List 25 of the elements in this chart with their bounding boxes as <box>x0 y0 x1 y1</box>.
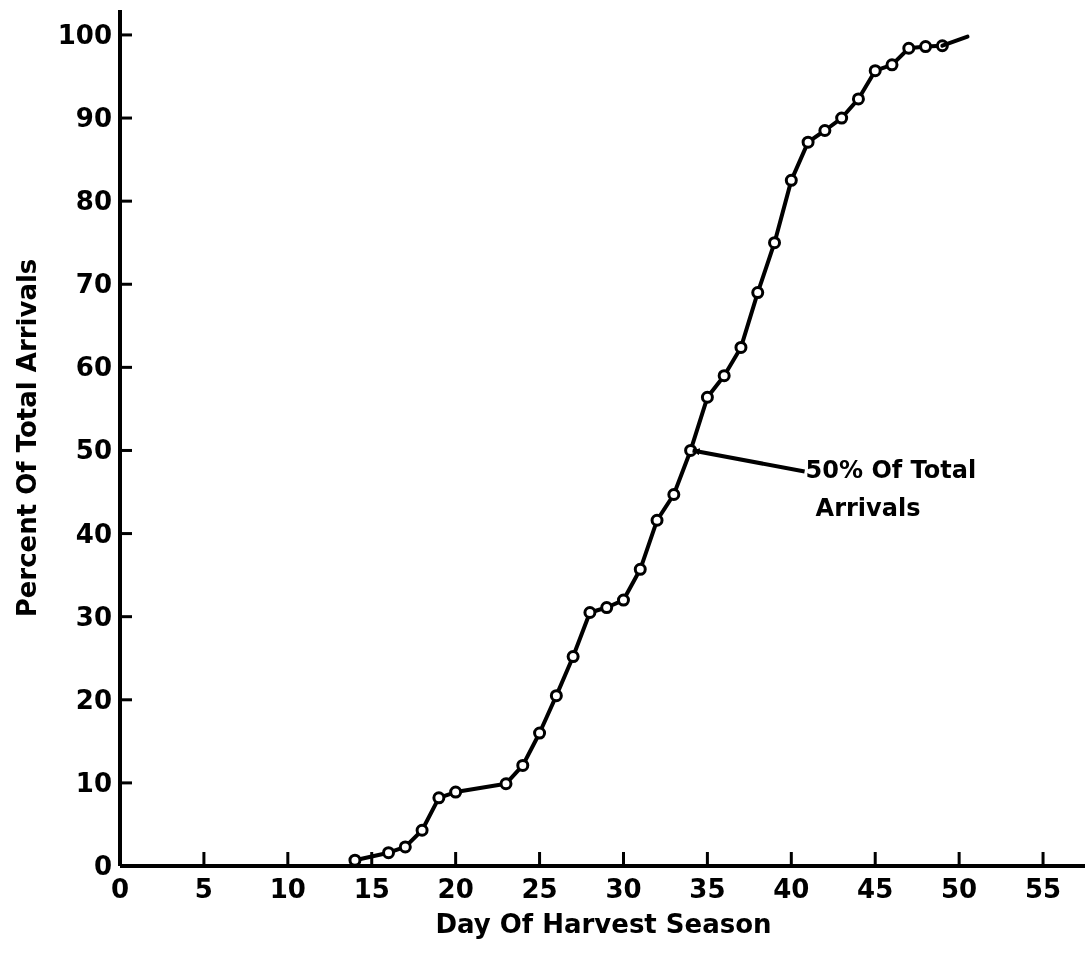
y-tick-label: 20 <box>75 684 112 715</box>
x-tick-label: 20 <box>437 874 474 904</box>
y-tick-label: 10 <box>75 767 112 798</box>
y-tick-label: 0 <box>93 851 112 881</box>
x-tick-label: 40 <box>773 874 810 904</box>
x-tick-label: 10 <box>269 874 306 904</box>
annotation: 50% Of Total Arrivals <box>805 456 977 523</box>
y-tick-label: 100 <box>57 19 112 50</box>
x-tick-label: 35 <box>689 874 726 904</box>
x-tick-label: 55 <box>1024 874 1062 904</box>
x-tick-label: 5 <box>194 874 213 904</box>
y-tick-label: 50 <box>75 435 112 466</box>
y-tick-label: 90 <box>75 103 112 134</box>
y-tick-label: 40 <box>75 518 112 549</box>
x-tick-label: 50 <box>941 874 978 904</box>
y-tick-label: 30 <box>75 601 112 632</box>
x-tick-label: 30 <box>605 874 642 904</box>
y-tick-label: 60 <box>75 352 112 383</box>
y-tick-label: 80 <box>75 186 112 217</box>
y-tick-label: 70 <box>75 269 112 300</box>
x-tick-label: 15 <box>353 874 390 904</box>
x-tick-label: 25 <box>521 874 558 904</box>
y-axis-title: Percent Of Total Arrivals <box>12 258 42 618</box>
x-tick-label: 45 <box>857 874 894 904</box>
x-axis-title: Day Of Harvest Season <box>435 909 772 939</box>
